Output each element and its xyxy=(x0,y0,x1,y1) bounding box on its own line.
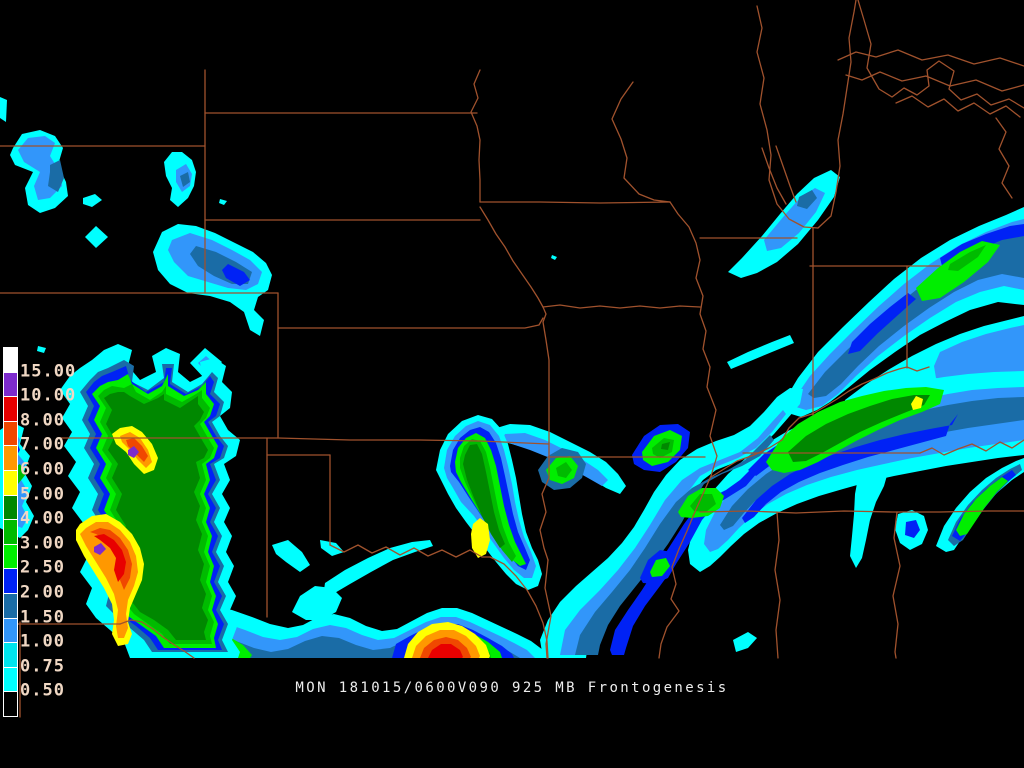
legend-cell xyxy=(4,519,17,544)
map-title: MON 181015/0600V090 925 MB Frontogenesis xyxy=(295,680,729,696)
legend-cell xyxy=(4,494,17,520)
legend-label: 6.00 xyxy=(20,459,65,480)
legend-colorbar xyxy=(3,347,18,717)
legend-label: 8.00 xyxy=(20,410,65,431)
legend-cell xyxy=(4,592,17,618)
legend-label: 7.00 xyxy=(20,434,65,455)
legend-cell xyxy=(4,642,17,667)
legend-cell xyxy=(4,469,17,495)
legend: 15.00 10.00 8.00 7.00 6.00 5.00 4.00 3.00 2.50 2.… xyxy=(3,347,75,717)
legend-label: 1.50 xyxy=(20,607,65,628)
legend-cell xyxy=(4,396,17,421)
legend-cell xyxy=(4,568,17,593)
legend-label: 10.00 xyxy=(20,385,77,406)
legend-cell xyxy=(4,617,17,643)
legend-cell xyxy=(4,445,17,470)
legend-cell xyxy=(4,420,17,446)
legend-label: 4.00 xyxy=(20,508,65,529)
state-borders xyxy=(0,0,1024,718)
legend-label: 2.00 xyxy=(20,582,65,603)
legend-label: 0.50 xyxy=(20,680,65,701)
legend-label: 3.00 xyxy=(20,533,65,554)
legend-cell xyxy=(4,666,17,692)
legend-label: 15.00 xyxy=(20,361,77,382)
legend-cell xyxy=(4,543,17,569)
legend-label: 5.00 xyxy=(20,484,65,505)
legend-cell xyxy=(4,691,17,716)
legend-label: 1.00 xyxy=(20,631,65,652)
legend-cell xyxy=(4,348,17,372)
legend-cell xyxy=(4,371,17,397)
legend-label: 0.75 xyxy=(20,656,65,677)
legend-label: 2.50 xyxy=(20,557,65,578)
